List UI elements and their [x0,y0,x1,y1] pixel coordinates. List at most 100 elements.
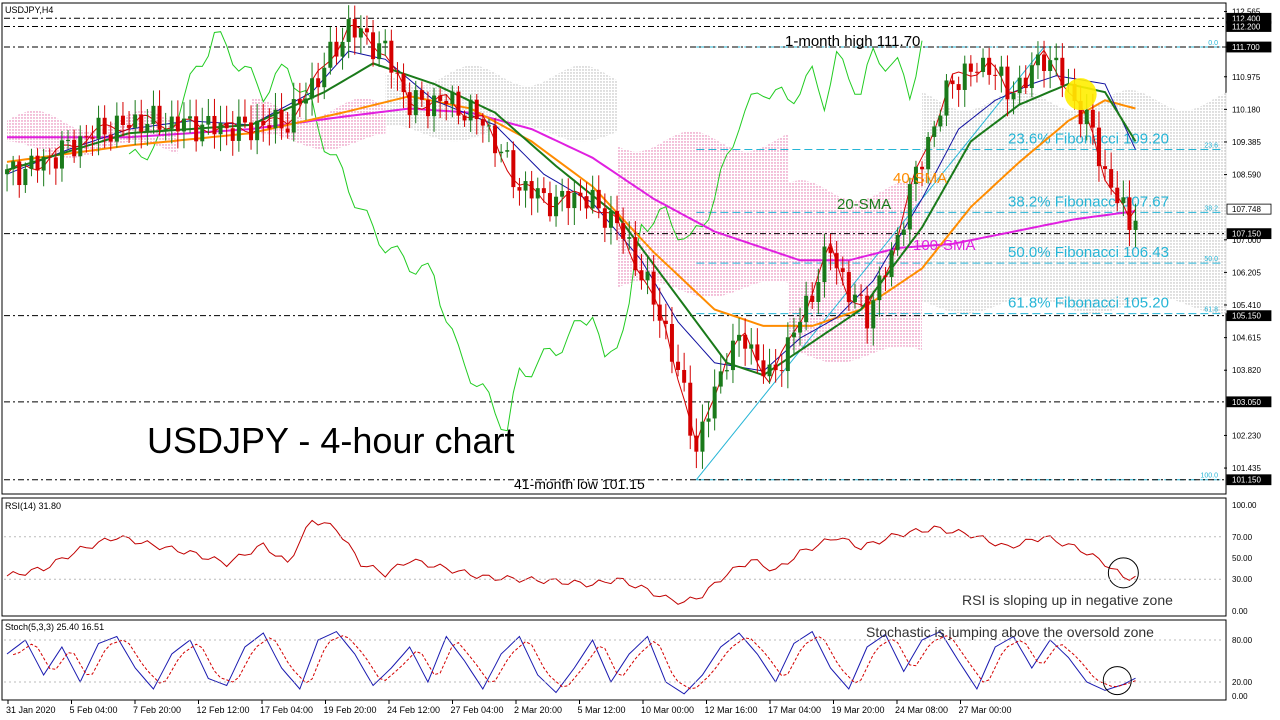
candle-body [1103,166,1108,170]
candle-body [950,80,955,85]
candle-body [529,181,534,199]
candle-body [255,120,260,141]
candle-body [883,275,888,278]
candle-body [1096,127,1101,167]
candle-body [810,295,815,302]
candle-body [444,100,449,104]
x-axis-tick-label: 27 Feb 04:00 [451,705,504,715]
candle-body [688,382,693,436]
candle-body [383,40,388,44]
candle-body [682,369,687,383]
candle-body [547,193,552,217]
price-tag-label: 111.700 [1232,43,1260,52]
candle-body [712,386,717,419]
candle-body [1084,109,1089,125]
candle-body [798,322,803,333]
candle-body [1042,54,1047,72]
candle-body [554,196,559,217]
candle-body [114,115,119,142]
sma40-label: 40-SMA [893,170,947,187]
candle-body [84,136,89,138]
candle-body [578,192,583,197]
candle-body [700,421,705,452]
candle-body [230,128,235,141]
candle-body [566,190,571,209]
stoch-d-line [12,635,1136,690]
stoch-panel-frame [1,619,1227,701]
candle-body [218,122,223,135]
candle-body [572,192,577,209]
candle-body [785,337,790,372]
candle-body [676,361,681,370]
symbol-label: USDJPY,H4 [5,5,53,15]
candle-body [822,246,827,282]
candle-body [1078,100,1083,125]
candle-body [761,360,766,377]
x-axis-tick-label: 19 Mar 20:00 [832,705,885,715]
rsi-tick-label: 70.00 [1232,533,1253,542]
rsi-highlight-circle [1107,557,1139,589]
candle-body [1133,220,1138,230]
candle-body [633,237,638,271]
y-axis-tick-label: 110.975 [1232,73,1261,82]
candle-body [596,189,601,209]
candle-body [389,40,394,73]
price-level-tag [1226,41,1272,53]
candle-body [163,128,168,130]
candle-body [139,114,144,132]
candle-body [175,116,180,132]
candle-body [279,109,284,129]
x-axis-tick-label: 10 Mar 00:00 [641,705,694,715]
fib-level-tag: 100.0 [1200,473,1218,480]
candle-body [432,95,437,117]
candle-body [1121,197,1126,204]
x-axis-tick-label: 31 Jan 2020 [6,705,56,715]
fib-trend-line [695,46,1045,481]
chart-title: USDJPY - 4-hour chart [147,420,514,461]
candle-body [615,211,620,224]
candle-body [194,116,199,142]
price-tag-label: 107.150 [1232,230,1261,239]
candle-body [346,19,351,42]
candle-body [608,211,613,228]
stoch-label: Stoch(5,3,3) 25.40 16.51 [5,622,104,632]
candle-body [450,91,455,104]
candle-body [1054,57,1059,61]
candle-body [1115,187,1120,204]
stoch-tick-label: 80.00 [1232,636,1253,645]
candle-body [968,63,973,72]
candle-body [523,181,528,191]
stoch-tick-label: 20.00 [1232,678,1253,687]
candle-body [987,57,992,75]
candle-body [41,156,46,171]
candle-body [749,344,754,349]
candle-body [486,125,491,127]
candle-body [35,155,40,171]
current-price-tag [1226,203,1272,215]
candle-body [236,116,241,141]
cloud-band-1 [251,98,386,150]
candle-body [706,418,711,422]
candle-body [779,370,784,372]
candle-body [438,95,443,101]
y-axis-tick-label: 105.410 [1232,301,1261,310]
candle-body [590,189,595,209]
price-tag-label: 112.400 [1232,14,1261,23]
candle-body [1017,77,1022,94]
cloud-band-5 [922,90,1227,314]
cloud-band-2 [385,65,617,142]
fib-level-label: 23.6% Fibonacci 109.20 [1008,131,1169,148]
cloud-band-3 [617,131,788,298]
candle-body [926,136,931,170]
candle-body [694,435,699,452]
candle-body [401,73,406,93]
candle-body [1029,65,1034,89]
candle-body [834,253,839,269]
candle-body [273,109,278,129]
candle-body [956,84,961,90]
candle-body [718,371,723,387]
candle-body [322,67,327,88]
candle-body [377,43,382,60]
candle-body [499,151,504,154]
candle-body [1023,77,1028,89]
